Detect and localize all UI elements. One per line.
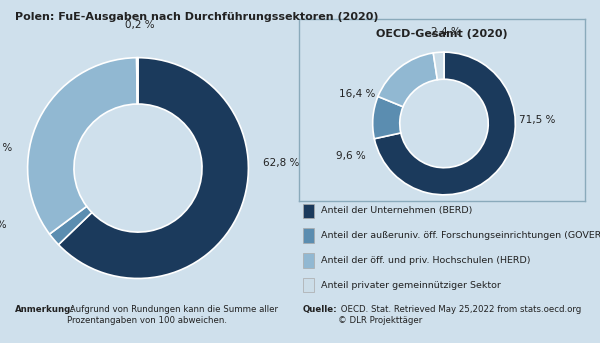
Wedge shape bbox=[433, 52, 444, 80]
Wedge shape bbox=[374, 52, 515, 195]
Text: OECD. Stat. Retrieved May 25,2022 from stats.oecd.org
© DLR Projekttäger: OECD. Stat. Retrieved May 25,2022 from s… bbox=[338, 305, 581, 325]
Text: Aufgrund von Rundungen kann die Summe aller
Prozentangaben von 100 abweichen.: Aufgrund von Rundungen kann die Summe al… bbox=[67, 305, 278, 325]
Text: Anteil privater gemeinnütziger Sektor: Anteil privater gemeinnütziger Sektor bbox=[321, 281, 501, 289]
Text: Anteil der öff. und priv. Hochschulen (HERD): Anteil der öff. und priv. Hochschulen (H… bbox=[321, 256, 530, 265]
Text: Polen: FuE-Ausgaben nach Durchführungssektoren (2020): Polen: FuE-Ausgaben nach Durchführungsse… bbox=[15, 12, 379, 22]
Text: 0,2 %: 0,2 % bbox=[125, 20, 155, 29]
Text: 35,0 %: 35,0 % bbox=[0, 143, 13, 153]
Wedge shape bbox=[137, 58, 138, 104]
Wedge shape bbox=[373, 96, 403, 139]
Text: 9,6 %: 9,6 % bbox=[337, 151, 366, 161]
Text: 62,8 %: 62,8 % bbox=[263, 157, 300, 167]
Wedge shape bbox=[378, 53, 437, 107]
Wedge shape bbox=[58, 58, 248, 279]
Text: OECD-Gesamt (2020): OECD-Gesamt (2020) bbox=[376, 29, 508, 39]
Wedge shape bbox=[50, 206, 92, 245]
Text: 16,4 %: 16,4 % bbox=[339, 88, 375, 98]
Text: Anteil der außeruniv. öff. Forschungseinrichtungen (GOVERD): Anteil der außeruniv. öff. Forschungsein… bbox=[321, 231, 600, 240]
Text: Quelle:: Quelle: bbox=[303, 305, 338, 314]
Text: 2,0 %: 2,0 % bbox=[0, 221, 7, 230]
Text: 71,5 %: 71,5 % bbox=[518, 115, 555, 125]
Text: Anmerkung:: Anmerkung: bbox=[15, 305, 75, 314]
Text: 2,4 %: 2,4 % bbox=[431, 27, 460, 37]
Wedge shape bbox=[28, 58, 137, 234]
Text: Anteil der Unternehmen (BERD): Anteil der Unternehmen (BERD) bbox=[321, 206, 472, 215]
